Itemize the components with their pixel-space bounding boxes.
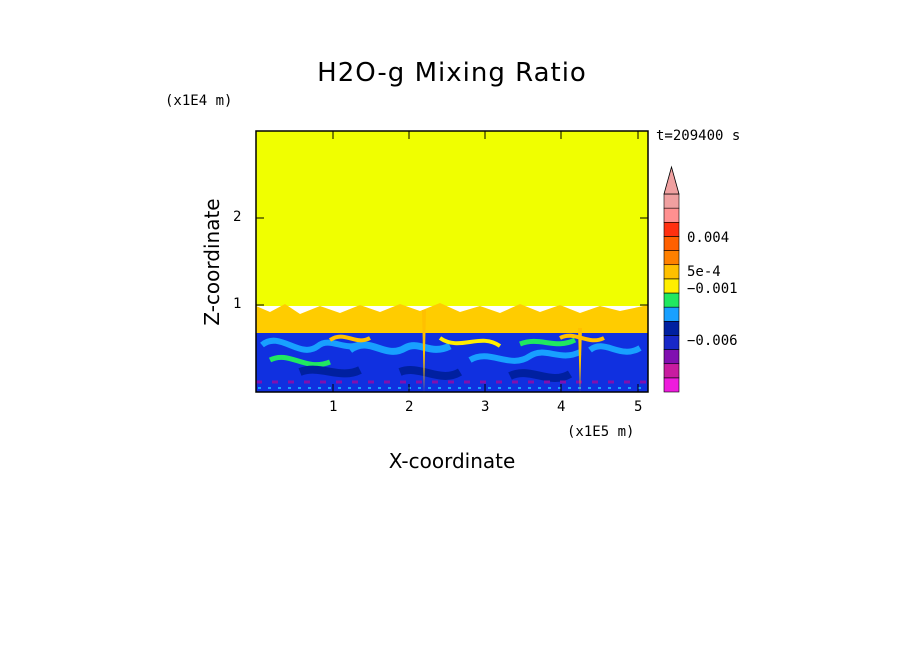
- x-tick-label: 3: [481, 399, 490, 415]
- colorbar-label: 0.004: [687, 230, 730, 246]
- plume: [422, 310, 426, 392]
- colorbar-swatch: [663, 236, 680, 251]
- x-tick-label: 2: [405, 399, 414, 415]
- plot-area: [256, 131, 648, 392]
- y-scale-label: (x1E4 m): [165, 93, 233, 109]
- x-tick-label: 1: [329, 399, 338, 415]
- colorbar: [663, 165, 680, 393]
- colorbar-swatch: [663, 349, 680, 365]
- x-axis-label: X-coordinate: [388, 449, 516, 473]
- colorbar-label: 5e-4: [687, 264, 721, 280]
- colorbar-swatch: [663, 221, 680, 237]
- x-ticks: [332, 131, 639, 392]
- x-scale-label: (x1E5 m): [567, 424, 635, 440]
- colorbar-swatch: [663, 278, 680, 294]
- colorbar-swatch: [663, 292, 680, 308]
- colorbar-label: −0.006: [687, 333, 738, 349]
- chart-title: H2O-g Mixing Ratio: [317, 58, 587, 88]
- colorbar-swatch: [663, 320, 680, 336]
- y-tick-label: 2: [233, 209, 242, 225]
- plume: [578, 328, 582, 392]
- x-tick-label: 4: [557, 399, 566, 415]
- colorbar-swatch: [663, 250, 680, 266]
- upper-layer: [256, 131, 648, 306]
- colorbar-swatch: [663, 335, 680, 350]
- colorbar-swatch: [663, 363, 680, 379]
- plot-frame: [255, 130, 649, 393]
- colorbar-swatch: [663, 193, 680, 209]
- colorbar-swatch: [663, 377, 680, 393]
- y-ticks: [256, 217, 648, 306]
- colorbar-label: −0.001: [687, 281, 738, 297]
- x-tick-label: 5: [634, 399, 643, 415]
- colorbar-swatch: [663, 306, 680, 322]
- turbulent-swirls: [256, 333, 648, 389]
- colorbar-extend-arrow: [663, 165, 680, 195]
- colorbar-swatch: [663, 264, 680, 280]
- colorbar-swatch: [663, 207, 680, 223]
- y-tick-label: 1: [233, 296, 242, 312]
- time-label: t=209400 s: [656, 128, 741, 144]
